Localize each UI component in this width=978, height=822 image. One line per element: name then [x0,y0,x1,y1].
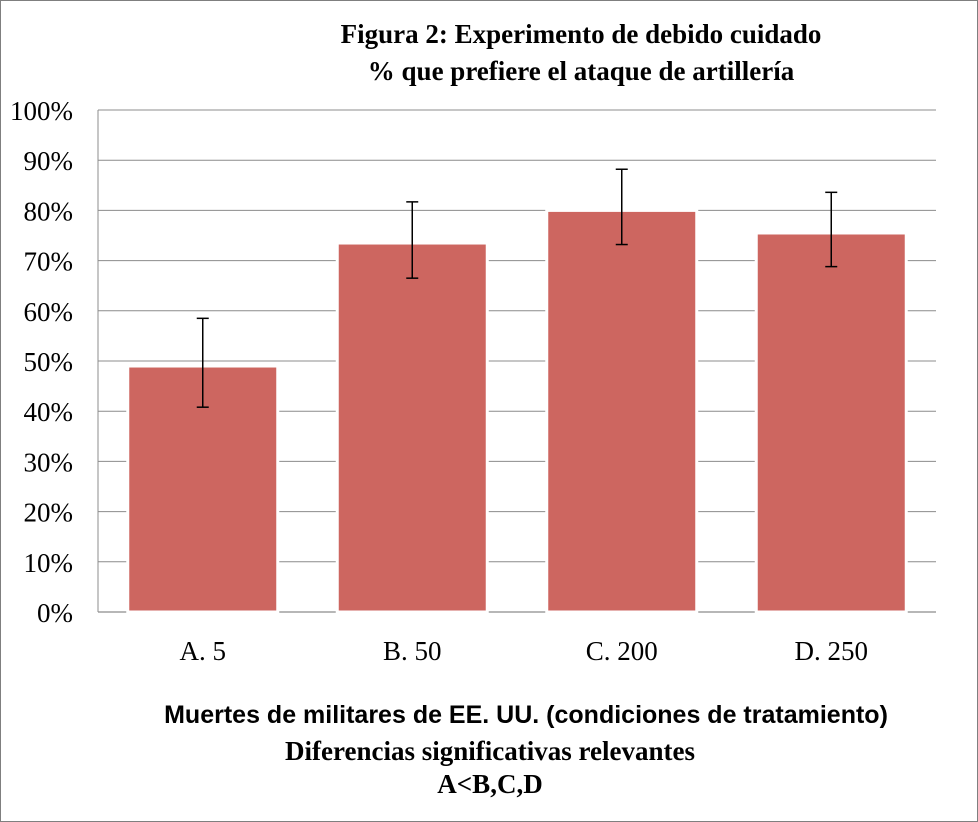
y-tick-label: 80% [24,196,74,226]
y-tick-labels: 0% 10% 20% 30% 40% 50% 60% 70% 80% 90% 100% [10,96,73,628]
y-tick-label: 70% [24,247,74,277]
y-tick-label: 50% [24,347,74,377]
y-tick-label: 90% [24,146,74,176]
y-tick-label: 100% [10,96,73,126]
error-bars [196,168,838,408]
y-tick-label: 30% [24,447,74,477]
significance-note: Diferencias significativas relevantes [285,736,695,766]
bar [335,241,489,614]
x-tick-labels: A. 5 B. 50 C. 200 D. 250 [180,636,869,666]
x-tick-label: B. 50 [383,636,442,666]
x-axis-label: Muertes de militares de EE. UU. (condici… [164,701,888,729]
x-tick-label: A. 5 [180,636,227,666]
y-tick-label: 10% [24,548,74,578]
chart-subtitle: % que prefiere el ataque de artillería [368,56,795,86]
y-tick-label: 60% [24,297,74,327]
y-tick-label: 0% [37,598,73,628]
x-tick-label: D. 250 [795,636,869,666]
bar [545,208,699,614]
y-tick-label: 20% [24,498,74,528]
chart-title: Figura 2: Experimento de debido cuidado [341,19,822,49]
bars [126,208,908,614]
bar [754,231,908,614]
significance-result: A<B,C,D [437,769,543,799]
x-tick-label: C. 200 [586,636,658,666]
y-tick-label: 40% [24,397,74,427]
